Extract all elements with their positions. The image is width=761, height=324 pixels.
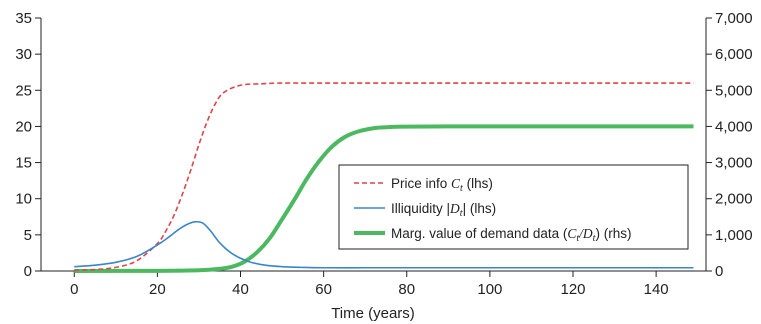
x-axis-title: Time (years) (331, 305, 415, 322)
legend-label-illiquidity: Illiquidity |Dt| (lhs) (391, 201, 496, 219)
right-y-tick-label: 6,000 (715, 46, 753, 63)
legend-label-marg-value: Marg. value of demand data (Ct/Dt) (rhs) (391, 226, 631, 244)
left-y-tick-label: 30 (15, 46, 32, 63)
ticks-group: 0 20 40 60 80 100 120 140 0 5 10 15 20 25 30 35 0 1,000 2,… (15, 10, 752, 298)
left-y-tick-label: 10 (15, 191, 32, 208)
series-group (74, 82, 694, 273)
right-y-tick-label: 3,000 (715, 155, 753, 172)
series-illiquidity-line (74, 220, 694, 269)
left-y-tick-label: 5 (24, 227, 32, 244)
x-tick-label: 80 (398, 281, 415, 298)
right-y-tick-label: 2,000 (715, 191, 753, 208)
x-tick-label: 60 (315, 281, 332, 298)
left-y-tick-label: 25 (15, 82, 32, 99)
legend: Price info Ct (lhs) Illiquidity |Dt| (lh… (338, 164, 689, 250)
right-y-tick-label: 7,000 (715, 10, 753, 27)
right-y-tick-label: 5,000 (715, 82, 753, 99)
left-y-tick-label: 35 (15, 10, 32, 27)
right-y-tick-label: 1,000 (715, 227, 753, 244)
left-y-tick-label: 20 (15, 118, 32, 135)
legend-box (338, 164, 689, 250)
right-y-tick-label: 0 (715, 263, 723, 280)
x-tick-label: 140 (644, 281, 669, 298)
x-tick-label: 40 (232, 281, 249, 298)
x-tick-label: 120 (560, 281, 585, 298)
x-tick-label: 100 (477, 281, 502, 298)
left-y-tick-label: 15 (15, 155, 32, 172)
legend-label-price-info: Price info Ct (lhs) (391, 176, 493, 194)
x-tick-label: 20 (149, 281, 166, 298)
x-tick-label: 0 (70, 281, 78, 298)
left-y-tick-label: 0 (24, 263, 32, 280)
series-price-info-line (74, 82, 694, 272)
series-marg-value-line (74, 124, 694, 273)
right-y-tick-label: 4,000 (715, 118, 753, 135)
